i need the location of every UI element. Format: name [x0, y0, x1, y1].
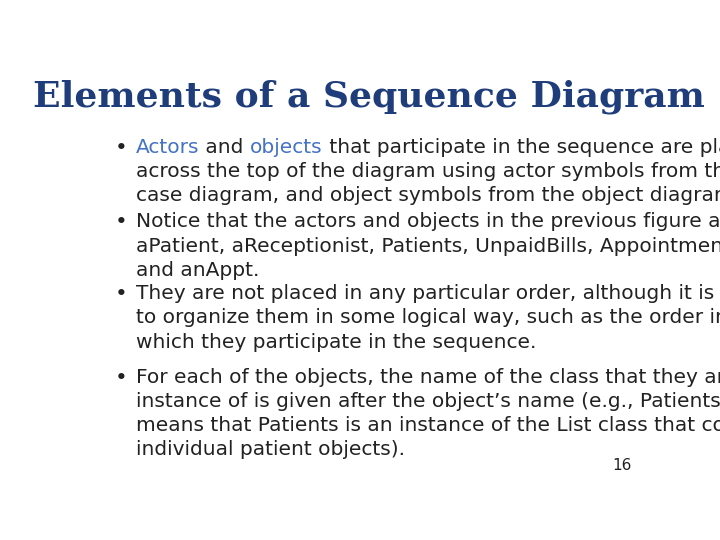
- Text: 16: 16: [612, 458, 631, 473]
- Text: individual patient objects).: individual patient objects).: [136, 440, 405, 459]
- Text: objects: objects: [250, 138, 323, 157]
- Text: Actors: Actors: [136, 138, 199, 157]
- Text: means that Patients is an instance of the List class that contains: means that Patients is an instance of th…: [136, 416, 720, 435]
- Text: •: •: [114, 368, 127, 388]
- Text: •: •: [114, 212, 127, 232]
- Text: instance of is given after the object’s name (e.g., Patients:List: instance of is given after the object’s …: [136, 392, 720, 410]
- Text: For each of the objects, the name of the class that they are an: For each of the objects, the name of the…: [136, 368, 720, 387]
- Text: •: •: [114, 285, 127, 305]
- Text: which they participate in the sequence.: which they participate in the sequence.: [136, 333, 536, 352]
- Text: and anAppt.: and anAppt.: [136, 261, 259, 280]
- Text: They are not placed in any particular order, although it is nice: They are not placed in any particular or…: [136, 285, 720, 303]
- Text: and: and: [199, 138, 250, 157]
- Text: to organize them in some logical way, such as the order in: to organize them in some logical way, su…: [136, 308, 720, 327]
- Text: across the top of the diagram using actor symbols from the use: across the top of the diagram using acto…: [136, 161, 720, 181]
- Text: Notice that the actors and objects in the previous figure are: Notice that the actors and objects in th…: [136, 212, 720, 232]
- Text: case diagram, and object symbols from the object diagram.: case diagram, and object symbols from th…: [136, 186, 720, 205]
- Text: aPatient, aReceptionist, Patients, UnpaidBills, Appointments,: aPatient, aReceptionist, Patients, Unpai…: [136, 237, 720, 255]
- Text: that participate in the sequence are placed: that participate in the sequence are pla…: [323, 138, 720, 157]
- Text: Elements of a Sequence Diagram: Elements of a Sequence Diagram: [33, 79, 705, 114]
- Text: •: •: [114, 138, 127, 158]
